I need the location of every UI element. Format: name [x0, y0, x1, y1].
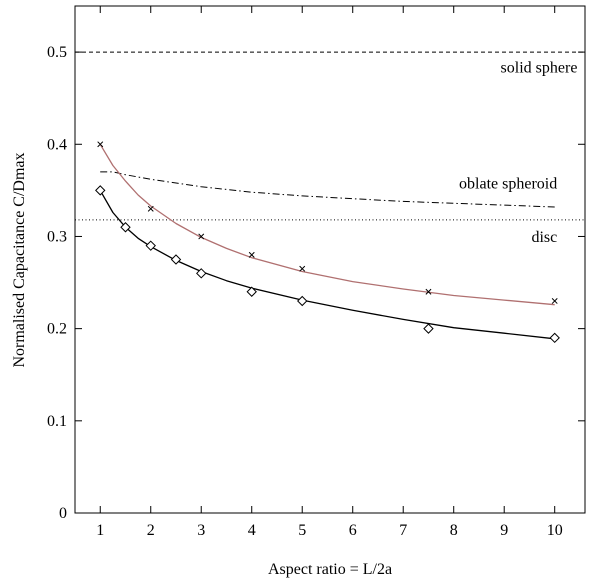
reference-line-label: oblate spheroid — [459, 176, 557, 193]
x-tick-label: 3 — [197, 522, 205, 539]
diamond-marker — [95, 185, 106, 196]
x-tick-label: 9 — [500, 522, 508, 539]
axis-ticks — [75, 6, 585, 514]
x-tick-label: 8 — [450, 522, 458, 539]
reference-line-label: solid sphere — [501, 59, 578, 76]
cross-marker — [147, 205, 154, 212]
reference-lines — [75, 51, 585, 221]
line-annotations: solid sphere oblate spheroid disc — [459, 59, 577, 246]
x-tick-label: 2 — [147, 522, 155, 539]
y-tick-label: 0.5 — [47, 44, 67, 61]
cross-marker — [198, 233, 205, 240]
x-tick-label: 6 — [349, 522, 357, 539]
fit-curve-1 — [99, 190, 555, 340]
x-tick-label: 7 — [399, 522, 407, 539]
axis-tick-labels: 1 2 3 4 5 6 7 8 9 10 0 0.1 0.2 0.3 0.4 0.5 — [47, 44, 563, 539]
fit-curves — [99, 143, 555, 340]
diamond-marker — [549, 332, 560, 344]
diamond-marker — [423, 323, 434, 334]
diamond-marker — [120, 222, 131, 233]
cross-marker — [97, 141, 104, 148]
x-tick-label: 10 — [547, 522, 563, 539]
y-tick-label: 0.3 — [47, 228, 67, 245]
y-tick-label: 0.2 — [47, 321, 67, 338]
diamond-marker — [196, 268, 207, 279]
diamond-marker — [170, 254, 182, 265]
cross-marker — [299, 265, 306, 272]
y-tick-label: 0.1 — [47, 413, 67, 430]
cross-marker — [551, 298, 558, 304]
x-tick-label: 5 — [298, 522, 306, 539]
reference-line-label: disc — [531, 229, 557, 246]
y-tick-label: 0 — [59, 505, 67, 522]
diamond-marker — [145, 240, 156, 251]
x-tick-label: 1 — [96, 522, 104, 539]
diamond-marker — [246, 286, 257, 297]
fit-curve-0 — [99, 143, 555, 306]
y-tick-label: 0.4 — [47, 136, 67, 153]
cross-marker — [248, 251, 255, 258]
data-markers — [95, 141, 560, 344]
x-tick-label: 4 — [248, 522, 256, 539]
x-axis-title: Aspect ratio = L/2a — [268, 561, 392, 578]
y-axis-title: Normalised Capacitance C/Dmax — [11, 152, 28, 367]
reference-line-1 — [100, 171, 555, 208]
cross-marker — [425, 288, 432, 295]
plot-frame — [74, 5, 586, 514]
diamond-marker — [297, 295, 308, 307]
